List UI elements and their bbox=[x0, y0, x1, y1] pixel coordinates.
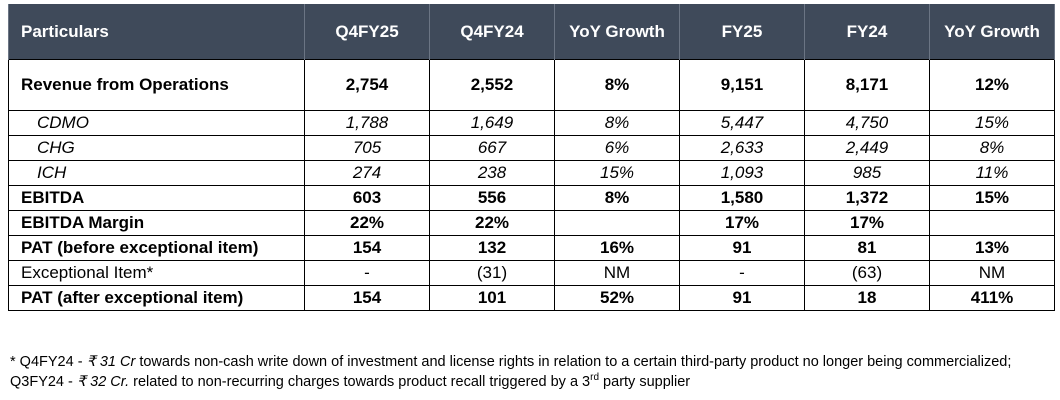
header-q4fy24: Q4FY24 bbox=[429, 4, 555, 60]
table-cell: 2,552 bbox=[429, 59, 555, 111]
table-cell: 603 bbox=[304, 185, 430, 211]
table-body: Revenue from Operations 2,754 2,552 8% 9,151… bbox=[8, 59, 1055, 311]
table-cell: 101 bbox=[429, 285, 555, 311]
table-cell bbox=[929, 210, 1055, 236]
table-cell: 154 bbox=[304, 235, 430, 261]
table-cell: 238 bbox=[429, 160, 555, 186]
table-cell: 1,093 bbox=[679, 160, 805, 186]
table-cell: 17% bbox=[804, 210, 930, 236]
footnote-text-1: Q4FY24 - bbox=[15, 354, 87, 370]
table-row: ICH 274 238 15% 1,093 985 11% bbox=[8, 160, 1055, 186]
footnote-superscript: rd bbox=[590, 372, 600, 384]
row-label: EBITDA bbox=[8, 185, 305, 211]
table-cell: 8,171 bbox=[804, 59, 930, 111]
table-cell: 8% bbox=[554, 110, 680, 136]
table-cell: 15% bbox=[929, 185, 1055, 211]
header-row: Particulars Q4FY25 Q4FY24 YoY Growth FY2… bbox=[8, 4, 1055, 60]
financial-table: Particulars Q4FY25 Q4FY24 YoY Growth FY2… bbox=[8, 4, 1055, 311]
table-cell: 6% bbox=[554, 135, 680, 161]
table-cell: 2,754 bbox=[304, 59, 430, 111]
table-cell: 4,750 bbox=[804, 110, 930, 136]
footnote-star: * bbox=[10, 354, 16, 370]
table-row: CHG 705 667 6% 2,633 2,449 8% bbox=[8, 135, 1055, 161]
table-cell: NM bbox=[929, 260, 1055, 286]
footnote: * Q4FY24 - ₹ 31 Cr towards non-cash writ… bbox=[10, 352, 1050, 392]
header-yoy-growth-year: YoY Growth bbox=[929, 4, 1055, 60]
header-q4fy25: Q4FY25 bbox=[304, 4, 430, 60]
footnote-amount-1: ₹ 31 Cr bbox=[86, 354, 136, 370]
table-cell: (31) bbox=[429, 260, 555, 286]
row-label: CDMO bbox=[8, 110, 305, 136]
table-row: CDMO 1,788 1,649 8% 5,447 4,750 15% bbox=[8, 110, 1055, 136]
row-label: PAT (after exceptional item) bbox=[8, 285, 305, 311]
table-cell: 667 bbox=[429, 135, 555, 161]
table-cell: 15% bbox=[929, 110, 1055, 136]
table-cell: 8% bbox=[929, 135, 1055, 161]
table-cell: NM bbox=[554, 260, 680, 286]
table-cell: 132 bbox=[429, 235, 555, 261]
table-row: PAT (after exceptional item) 154 101 52% 91 1… bbox=[8, 285, 1055, 311]
row-label: ICH bbox=[8, 160, 305, 186]
header-particulars: Particulars bbox=[8, 4, 305, 60]
header-fy24: FY24 bbox=[804, 4, 930, 60]
table-cell: 274 bbox=[304, 160, 430, 186]
table-cell: 22% bbox=[304, 210, 430, 236]
table-cell: - bbox=[304, 260, 430, 286]
table-cell: 81 bbox=[804, 235, 930, 261]
table-row: EBITDA Margin 22% 22% 17% 17% bbox=[8, 210, 1055, 236]
table-cell: 1,649 bbox=[429, 110, 555, 136]
header-yoy-growth-quarter: YoY Growth bbox=[554, 4, 680, 60]
row-label: PAT (before exceptional item) bbox=[8, 235, 305, 261]
table-row: EBITDA 603 556 8% 1,580 1,372 15% bbox=[8, 185, 1055, 211]
table-cell: 91 bbox=[679, 235, 805, 261]
table-cell: 12% bbox=[929, 59, 1055, 111]
footnote-text-3: related to non-recurring charges towards… bbox=[129, 374, 591, 390]
table-cell: 1,372 bbox=[804, 185, 930, 211]
table-cell: 91 bbox=[679, 285, 805, 311]
table-cell: 154 bbox=[304, 285, 430, 311]
footnote-text-2: towards non-cash write down of investmen… bbox=[10, 354, 1012, 390]
footnote-amount-2: ₹ 32 Cr. bbox=[76, 374, 130, 390]
row-label: Exceptional Item* bbox=[8, 260, 305, 286]
table-cell: 1,580 bbox=[679, 185, 805, 211]
table-cell: 16% bbox=[554, 235, 680, 261]
table-cell: (63) bbox=[804, 260, 930, 286]
table-row: PAT (before exceptional item) 154 132 16% 91… bbox=[8, 235, 1055, 261]
row-label: CHG bbox=[8, 135, 305, 161]
table-cell: 8% bbox=[554, 185, 680, 211]
header-fy25: FY25 bbox=[679, 4, 805, 60]
table-cell: 5,447 bbox=[679, 110, 805, 136]
table-cell: 1,788 bbox=[304, 110, 430, 136]
row-label: EBITDA Margin bbox=[8, 210, 305, 236]
table-cell: 18 bbox=[804, 285, 930, 311]
footnote-text-4: party supplier bbox=[599, 374, 691, 390]
table-cell: 22% bbox=[429, 210, 555, 236]
table-cell: 52% bbox=[554, 285, 680, 311]
table-cell: 8% bbox=[554, 59, 680, 111]
financial-summary: Particulars Q4FY25 Q4FY24 YoY Growth FY2… bbox=[8, 4, 1055, 311]
table-cell: 411% bbox=[929, 285, 1055, 311]
table-cell: 17% bbox=[679, 210, 805, 236]
table-cell: 9,151 bbox=[679, 59, 805, 111]
table-row: Revenue from Operations 2,754 2,552 8% 9,151… bbox=[8, 59, 1055, 111]
table-cell: 985 bbox=[804, 160, 930, 186]
table-cell: 2,449 bbox=[804, 135, 930, 161]
row-label: Revenue from Operations bbox=[8, 59, 305, 111]
table-cell bbox=[554, 210, 680, 236]
table-cell: 2,633 bbox=[679, 135, 805, 161]
table-cell: 15% bbox=[554, 160, 680, 186]
table-row: Exceptional Item* - (31) NM - (63) NM bbox=[8, 260, 1055, 286]
table-cell: 556 bbox=[429, 185, 555, 211]
table-cell: - bbox=[679, 260, 805, 286]
table-cell: 705 bbox=[304, 135, 430, 161]
table-cell: 11% bbox=[929, 160, 1055, 186]
table-cell: 13% bbox=[929, 235, 1055, 261]
